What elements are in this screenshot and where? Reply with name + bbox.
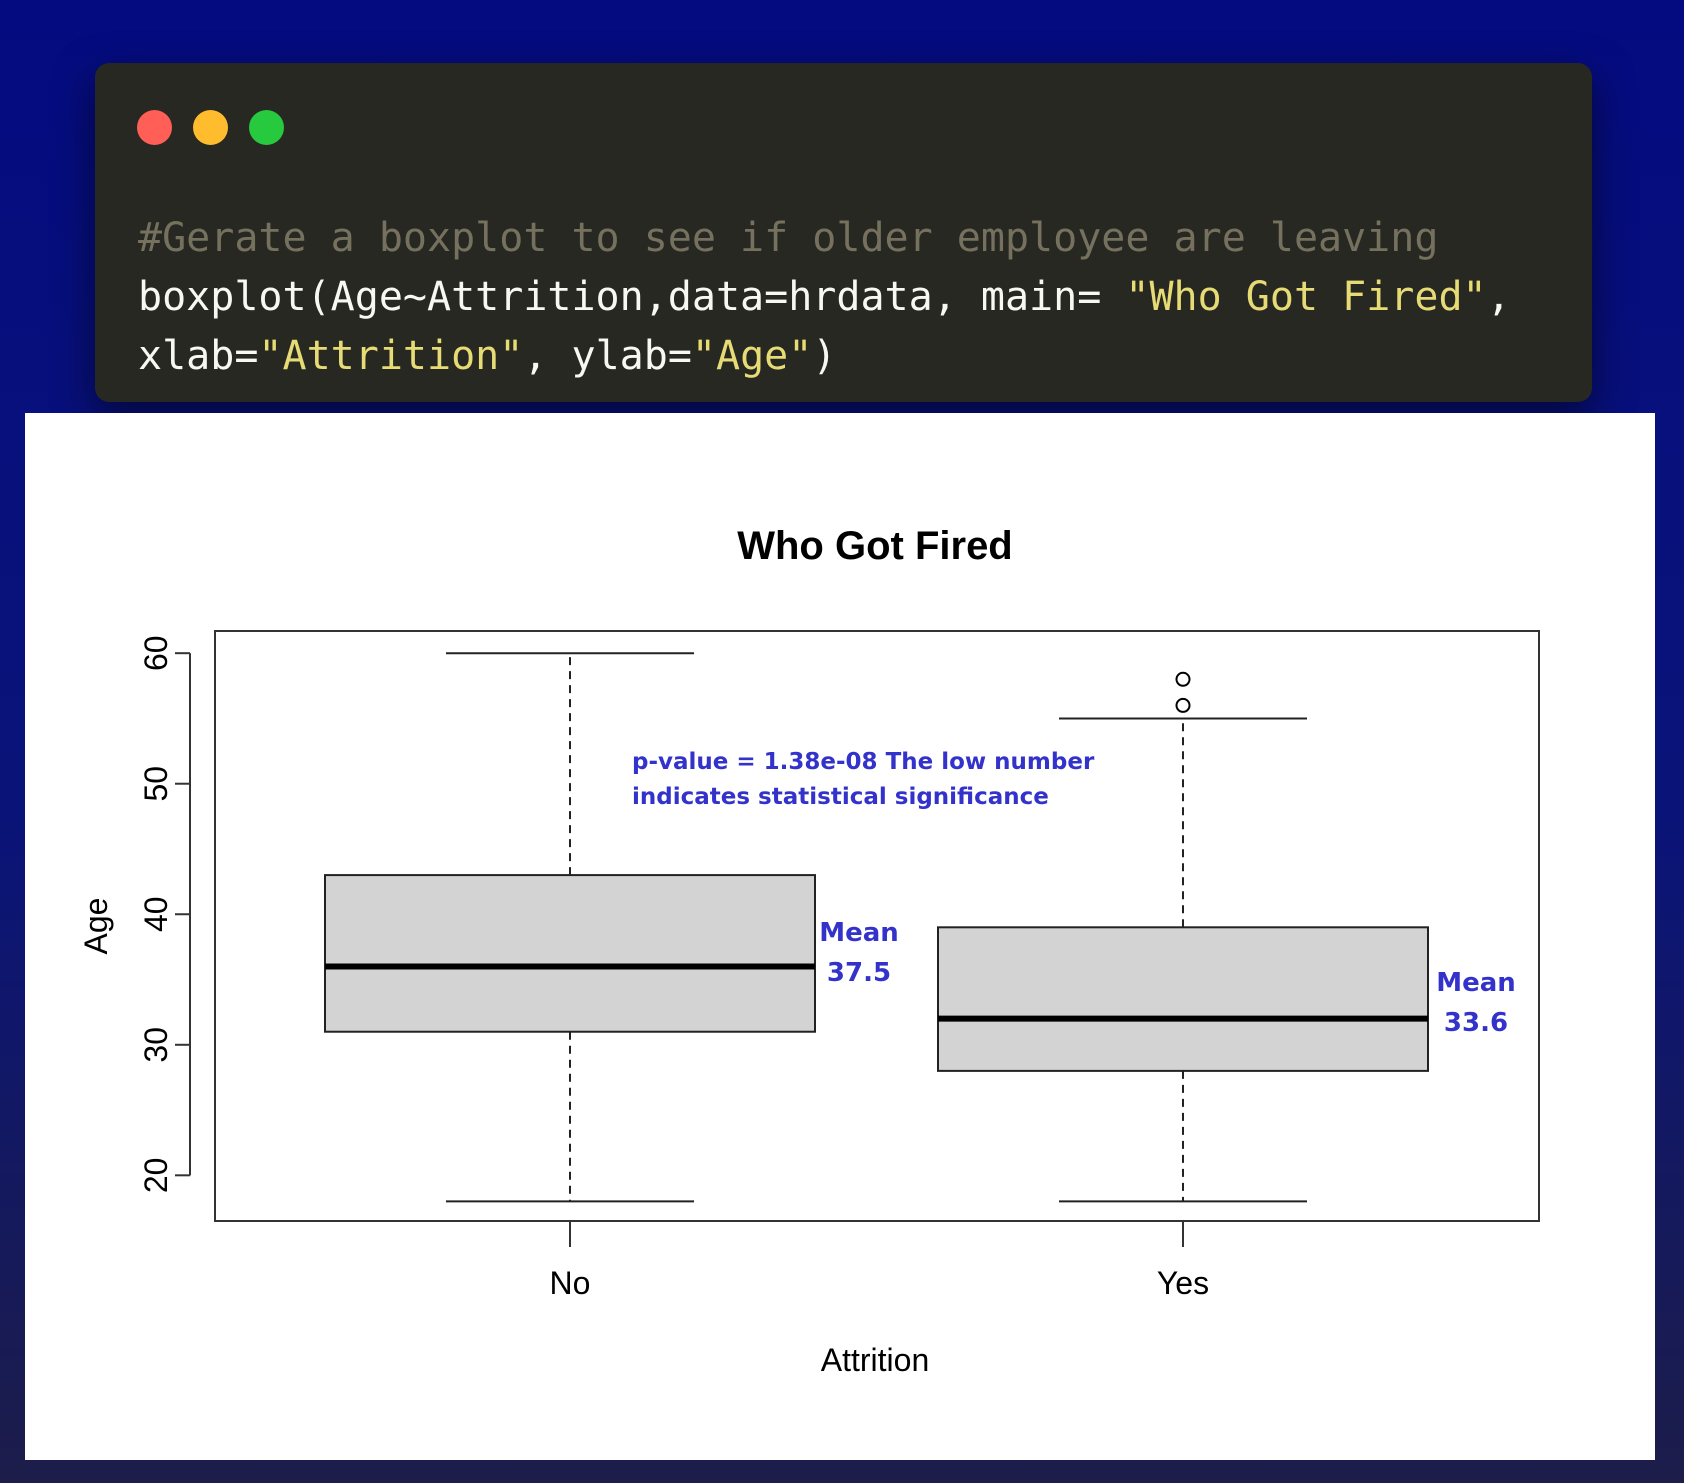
code-token: "Attrition" bbox=[258, 333, 524, 379]
plot-frame bbox=[214, 630, 1540, 1222]
x-axis-label: Attrition bbox=[821, 1342, 929, 1378]
code-line: #Gerate a boxplot to see if older employ… bbox=[138, 209, 1511, 268]
window-controls bbox=[137, 110, 284, 145]
code-token: ) bbox=[812, 333, 837, 379]
code-line: xlab="Attrition", ylab="Age") bbox=[138, 327, 1511, 386]
code-block: #Gerate a boxplot to see if older employ… bbox=[138, 209, 1511, 386]
close-dot[interactable] bbox=[137, 110, 172, 145]
code-token: xlab= bbox=[138, 333, 259, 379]
y-tick-label: 30 bbox=[138, 1027, 174, 1063]
mean-annotation: 33.6 bbox=[1444, 1008, 1508, 1038]
code-token: boxplot(Age~Attrition,data=hrdata, main= bbox=[138, 274, 1126, 320]
x-tick-label: No bbox=[550, 1265, 591, 1301]
code-token: , bbox=[1486, 274, 1511, 320]
y-tick-label: 60 bbox=[138, 635, 174, 671]
y-tick-label: 50 bbox=[138, 766, 174, 802]
code-token: #Gerate a boxplot to see if older employ… bbox=[138, 215, 1439, 261]
code-token: "Who Got Fired" bbox=[1125, 274, 1487, 320]
code-token: "Age" bbox=[691, 333, 813, 379]
code-window: #Gerate a boxplot to see if older employ… bbox=[95, 63, 1592, 402]
pvalue-annotation: p-value = 1.38e-08 The low number bbox=[632, 749, 1095, 775]
iqr-box bbox=[324, 874, 816, 1033]
code-token: , ylab= bbox=[523, 333, 692, 379]
iqr-box bbox=[937, 926, 1429, 1072]
x-tick-label: Yes bbox=[1157, 1265, 1209, 1301]
y-tick-label: 40 bbox=[138, 896, 174, 932]
chart-title: Who Got Fired bbox=[737, 524, 1013, 568]
outlier-point bbox=[1175, 671, 1191, 687]
maximize-dot[interactable] bbox=[249, 110, 284, 145]
y-axis-label: Age bbox=[78, 898, 114, 955]
pvalue-annotation: indicates statistical significance bbox=[632, 784, 1049, 810]
mean-annotation: 37.5 bbox=[827, 958, 891, 988]
mean-annotation: Mean bbox=[819, 918, 899, 948]
y-tick-label: 20 bbox=[138, 1158, 174, 1194]
code-line: boxplot(Age~Attrition,data=hrdata, main=… bbox=[138, 268, 1511, 327]
boxplot-chart: Who Got Fired 20 30 40 50 60 Age No Yes Attrition… bbox=[78, 524, 1540, 1378]
mean-annotation: Mean bbox=[1436, 968, 1516, 998]
minimize-dot[interactable] bbox=[193, 110, 228, 145]
outlier-point bbox=[1175, 697, 1191, 713]
plot-panel: Who Got Fired 20 30 40 50 60 Age No Yes Attrition… bbox=[25, 413, 1655, 1460]
